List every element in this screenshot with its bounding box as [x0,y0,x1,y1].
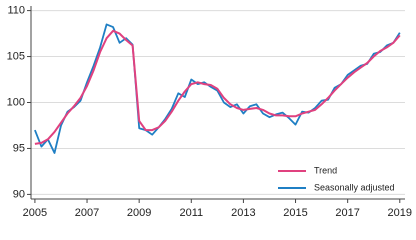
x-tick-label: 2009 [127,207,151,219]
x-tick-label: 2013 [231,207,255,219]
x-tick-label: 2019 [388,207,412,219]
x-tick-label: 2005 [23,207,47,219]
y-tick-label: 105 [7,50,25,62]
chart: 90 95 100 105 110 2005 2007 2009 2011 2013 2015 201… [7,5,412,219]
y-tick-label: 90 [13,188,25,200]
legend-label: Seasonally adjusted [314,182,395,192]
x-tick-label: 2015 [283,207,307,219]
x-tick-label: 2011 [179,207,203,219]
y-tick-label: 110 [7,5,25,17]
x-tick-label: 2007 [75,207,99,219]
line-series [34,29,401,145]
page: {"chart_data": {"type": "line", "x": [20… [6,4,413,219]
legend-label: Trend [314,165,337,175]
x-tick-label: 2017 [335,207,359,219]
y-tick-label: 95 [13,142,25,154]
y-tick-label: 100 [7,96,25,108]
